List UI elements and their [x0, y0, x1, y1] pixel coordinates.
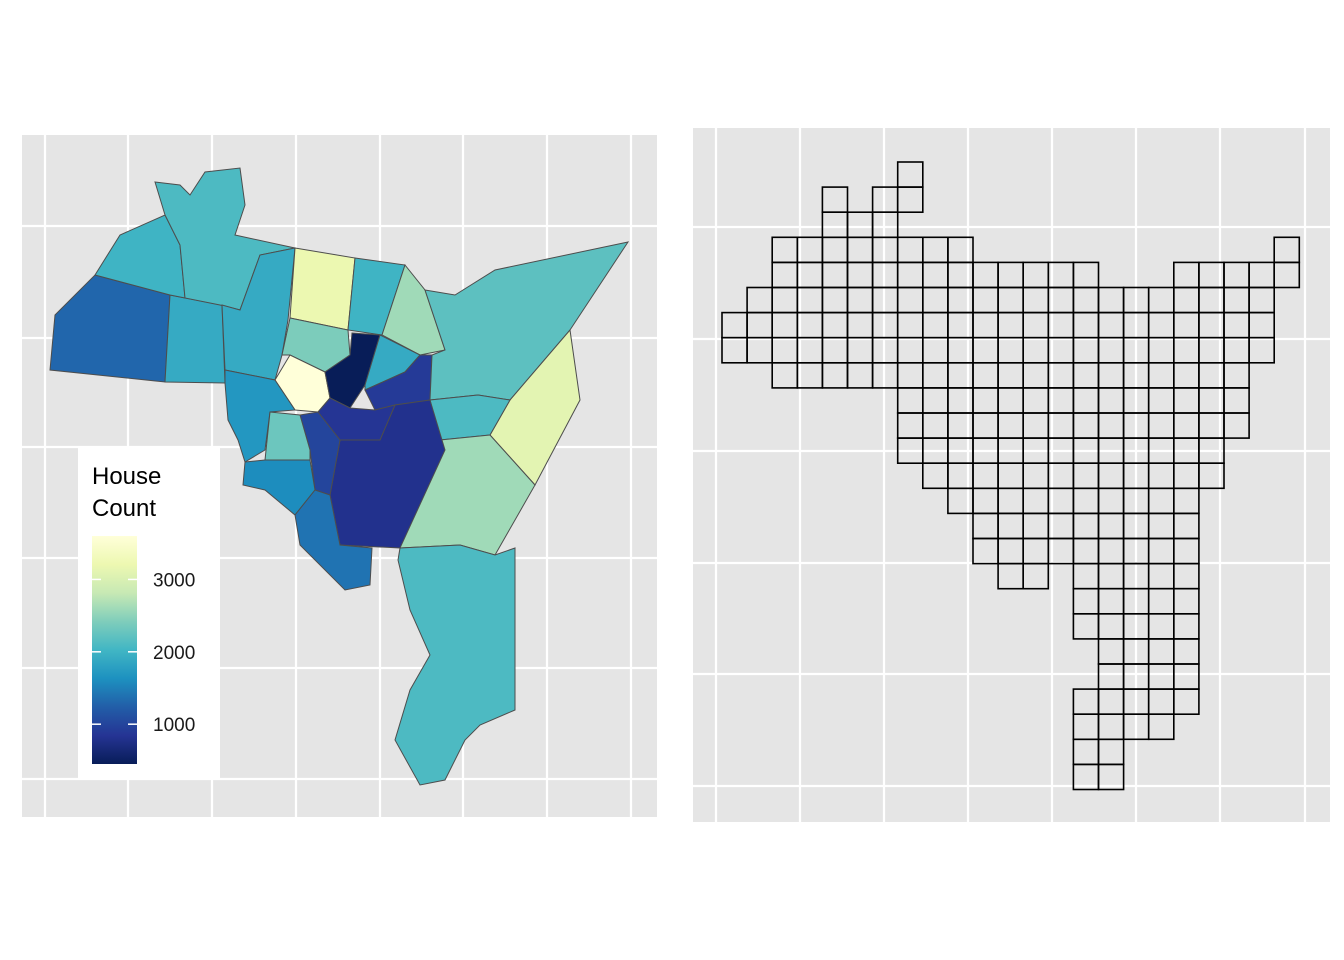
- region: [164, 294, 226, 384]
- colorbar-label: 1000: [153, 715, 195, 736]
- colorbar-ticks: 1000 2000 3000: [92, 570, 195, 736]
- legend-title: Count: [92, 495, 156, 522]
- region: [289, 247, 356, 331]
- grid-cell: [1198, 462, 1225, 490]
- colorbar: [92, 536, 137, 764]
- colorbar-label: 2000: [153, 643, 195, 664]
- grid-cell: [1022, 562, 1050, 590]
- region: [394, 544, 516, 786]
- grid-cell: [896, 186, 924, 214]
- grid-cell: [1248, 336, 1275, 364]
- hex-grid: [721, 161, 1301, 791]
- colorbar-label: 3000: [153, 570, 195, 591]
- grid-cell: [1097, 763, 1125, 791]
- grid-cell: [1273, 261, 1301, 289]
- region: [381, 263, 446, 356]
- region: [264, 411, 311, 461]
- grid-cell: [1173, 688, 1200, 715]
- region: [294, 489, 373, 591]
- grid-panel: [693, 128, 1330, 822]
- grid-cell: [1223, 412, 1250, 439]
- grid-cell: [1147, 713, 1175, 741]
- region: [224, 369, 296, 463]
- legend-title: House: [92, 463, 161, 490]
- regions: [49, 167, 630, 786]
